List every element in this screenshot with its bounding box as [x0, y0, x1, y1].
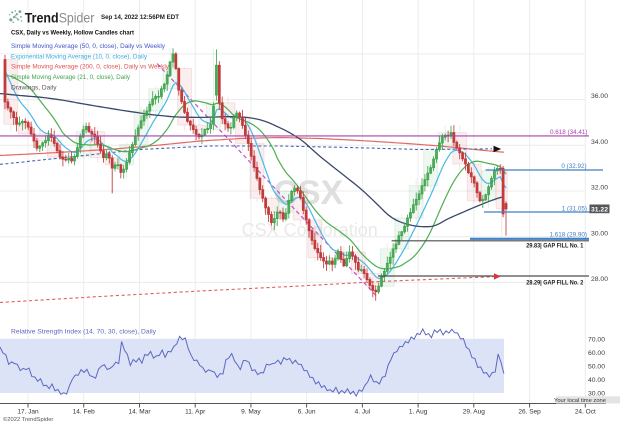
svg-text:0 (32.92): 0 (32.92) — [561, 163, 586, 170]
svg-text:4. Jul: 4. Jul — [355, 409, 371, 416]
svg-text:Relative Strength Index (14, 7: Relative Strength Index (14, 70, 30, clo… — [11, 329, 157, 336]
svg-text:32.00: 32.00 — [591, 185, 608, 192]
svg-text:28.29| GAP FILL No. 2: 28.29| GAP FILL No. 2 — [526, 280, 583, 287]
svg-text:Trend: Trend — [25, 9, 59, 25]
svg-text:30.00: 30.00 — [588, 391, 605, 398]
svg-text:50.00: 50.00 — [588, 364, 605, 371]
svg-text:31.22: 31.22 — [591, 206, 608, 213]
svg-text:Spider: Spider — [59, 9, 95, 25]
svg-text:Simple Moving Average (200, 0,: Simple Moving Average (200, 0, close), D… — [11, 63, 170, 70]
svg-text:11. Apr: 11. Apr — [185, 409, 206, 416]
svg-text:Drawings, Daily: Drawings, Daily — [11, 84, 57, 91]
svg-text:30.00: 30.00 — [591, 230, 608, 237]
svg-text:0.618 (34.41): 0.618 (34.41) — [550, 129, 587, 136]
svg-text:29. Aug: 29. Aug — [463, 409, 485, 416]
svg-text:CSX, Daily vs Weekly, Hollow C: CSX, Daily vs Weekly, Hollow Candles cha… — [11, 30, 135, 37]
svg-text:9. May: 9. May — [241, 409, 261, 416]
svg-text:CSX: CSX — [273, 174, 343, 212]
svg-text:17. Jan: 17. Jan — [17, 409, 39, 416]
svg-text:Your local time zone: Your local time zone — [554, 398, 606, 404]
svg-text:26. Sep: 26. Sep — [518, 409, 541, 416]
svg-text:24. Oct: 24. Oct — [575, 409, 596, 416]
svg-text:29.83| GAP FILL No. 1: 29.83| GAP FILL No. 1 — [526, 243, 583, 250]
svg-text:©2022 TrendSpider: ©2022 TrendSpider — [3, 416, 53, 423]
svg-text:1.618 (29.90): 1.618 (29.90) — [550, 232, 587, 239]
svg-text:1. Aug: 1. Aug — [409, 409, 428, 416]
svg-text:34.00: 34.00 — [591, 139, 608, 146]
svg-text:60.00: 60.00 — [588, 350, 605, 357]
svg-text:Exponential Moving Average (10: Exponential Moving Average (10, 0, close… — [11, 53, 148, 60]
svg-text:28.00: 28.00 — [591, 276, 608, 283]
svg-text:70.00: 70.00 — [588, 336, 605, 343]
svg-text:Sep 14, 2022 12:56PM EDT: Sep 14, 2022 12:56PM EDT — [101, 14, 180, 21]
svg-text:Simple Moving Average (50, 0,: Simple Moving Average (50, 0, close), Da… — [11, 43, 166, 50]
svg-text:40.00: 40.00 — [588, 377, 605, 384]
svg-text:14. Feb: 14. Feb — [73, 409, 95, 416]
svg-text:1 (31.05): 1 (31.05) — [562, 205, 587, 212]
svg-text:36.00: 36.00 — [591, 93, 608, 100]
svg-text:14. Mar: 14. Mar — [128, 409, 151, 416]
svg-text:6. Jun: 6. Jun — [298, 409, 316, 416]
svg-text:Simple Moving Average (21, 0,: Simple Moving Average (21, 0, close), Da… — [11, 74, 131, 81]
